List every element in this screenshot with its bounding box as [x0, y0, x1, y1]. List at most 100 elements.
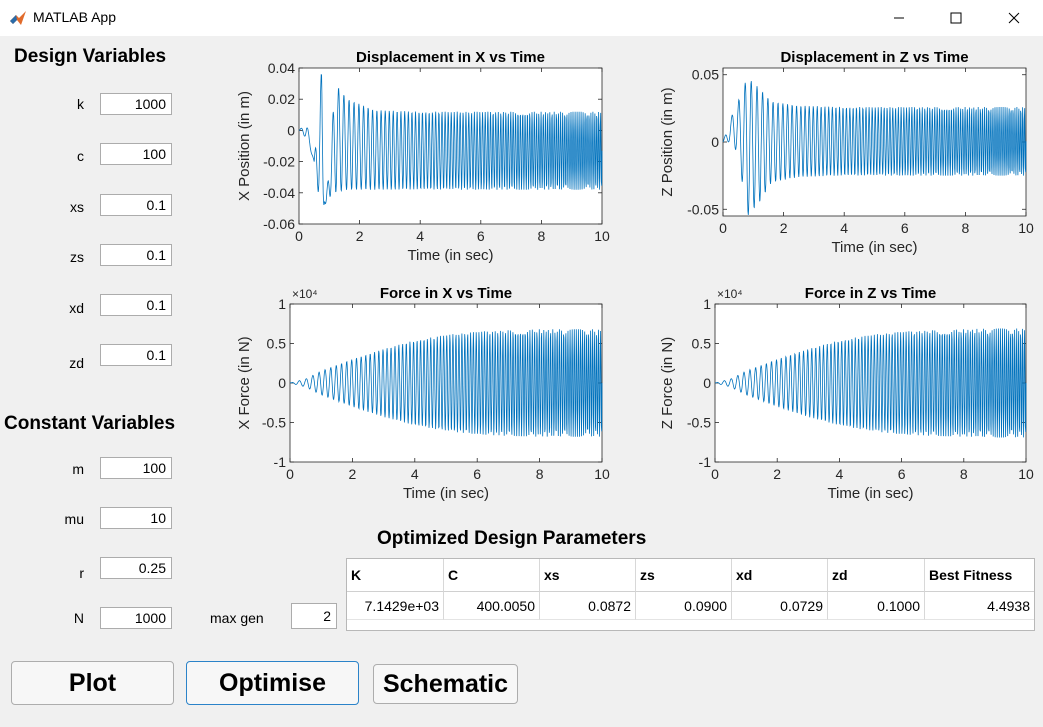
displacement-x-plot[interactable]: Displacement in X vs Time 0 2 4 6 8 10 -0.06 -0.…: [232, 42, 612, 272]
y-tick-label: -1: [699, 454, 712, 470]
series-line: [722, 81, 1027, 215]
mu-label: mu: [64, 511, 84, 527]
maximize-icon: [950, 12, 962, 24]
close-button[interactable]: [991, 0, 1037, 36]
y-tick-label: 1: [703, 296, 711, 312]
table-cell[interactable]: 0.0729: [732, 592, 828, 620]
window-title: MATLAB App: [33, 9, 117, 25]
zs-label: zs: [70, 249, 84, 265]
close-icon: [1008, 12, 1020, 24]
maximize-button[interactable]: [933, 0, 979, 36]
x-tick-label: 0: [295, 228, 303, 244]
column-header[interactable]: zs: [636, 559, 732, 592]
y-tick-label: -0.06: [263, 216, 295, 232]
y-tick-label: 0: [711, 134, 719, 150]
y-tick-label: 0.5: [267, 336, 287, 352]
minimize-button[interactable]: [876, 0, 922, 36]
y-axis-label: X Position (in m): [236, 91, 253, 201]
m-label: m: [72, 461, 84, 477]
force-x-plot[interactable]: Force in X vs Time 0 2 4 6 8 10 -1 -0.5 0 0.5 1 ×10⁴…: [232, 282, 612, 507]
chart-title: Displacement in Z vs Time: [780, 49, 968, 66]
x-tick-label: 10: [1018, 220, 1034, 236]
y-tick-label: -0.05: [687, 201, 719, 217]
xs-label: xs: [70, 199, 84, 215]
table-cell[interactable]: 400.0050: [444, 592, 540, 620]
column-header[interactable]: zd: [828, 559, 925, 592]
x-tick-label: 0: [711, 466, 719, 482]
x-tick-label: 8: [536, 466, 544, 482]
table-row[interactable]: 7.1429e+03 400.0050 0.0872 0.0900 0.0729…: [347, 592, 1034, 620]
n-label: N: [73, 610, 84, 626]
zd-label: zd: [69, 355, 84, 371]
x-tick-label: 4: [411, 466, 419, 482]
column-header[interactable]: xd: [732, 559, 828, 592]
table-cell[interactable]: 0.0872: [540, 592, 636, 620]
table-cell[interactable]: 4.4938: [925, 592, 1034, 620]
x-axis-label: Time (in sec): [403, 485, 489, 502]
y-axis-label: Z Position (in m): [659, 87, 676, 196]
chart-title: Force in Z vs Time: [805, 285, 936, 302]
r-field[interactable]: 0.25: [100, 557, 172, 579]
x-axis-label: Time (in sec): [407, 247, 493, 264]
y-tick-label: 0.02: [268, 91, 295, 107]
xd-label: xd: [69, 300, 84, 316]
xd-field[interactable]: 0.1: [100, 294, 172, 316]
matlab-logo-icon: [10, 11, 26, 25]
c-field[interactable]: 100: [100, 143, 172, 165]
max-gen-label: max gen: [210, 610, 264, 626]
table-header-row: K C xs zs xd zd Best Fitness: [347, 559, 1034, 592]
x-axis-label: Time (in sec): [827, 485, 913, 502]
y-tick-label: 0: [703, 375, 711, 391]
x-tick-label: 0: [719, 220, 727, 236]
table-cell[interactable]: 7.1429e+03: [347, 592, 444, 620]
xs-field[interactable]: 0.1: [100, 194, 172, 216]
y-tick-label: -0.5: [687, 415, 711, 431]
column-header[interactable]: C: [444, 559, 540, 592]
optimise-button[interactable]: Optimise: [186, 661, 359, 705]
optimized-parameters-table[interactable]: K C xs zs xd zd Best Fitness 7.1429e+03 …: [346, 558, 1035, 631]
series-line: [290, 329, 603, 437]
design-variables-title: Design Variables: [14, 46, 167, 67]
x-tick-label: 2: [773, 466, 781, 482]
plot-button[interactable]: Plot: [11, 661, 174, 705]
n-field[interactable]: 1000: [100, 607, 172, 629]
zd-field[interactable]: 0.1: [100, 344, 172, 366]
displacement-z-plot[interactable]: Displacement in Z vs Time 0 2 4 6 8 10 -0.05 0 0.…: [655, 42, 1040, 272]
column-header[interactable]: K: [347, 559, 444, 592]
y-tick-label: 1: [278, 296, 286, 312]
y-exponent-label: ×10⁴: [717, 287, 743, 301]
c-label: c: [77, 148, 84, 164]
y-exponent-label: ×10⁴: [292, 287, 318, 301]
y-tick-label: -0.02: [263, 154, 295, 170]
table-cell[interactable]: 0.1000: [828, 592, 925, 620]
x-tick-label: 2: [349, 466, 357, 482]
chart-title: Displacement in X vs Time: [356, 49, 545, 66]
x-tick-label: 2: [780, 220, 788, 236]
constant-variables-title: Constant Variables: [4, 413, 176, 434]
x-tick-label: 4: [836, 466, 844, 482]
r-label: r: [79, 565, 84, 581]
x-tick-label: 0: [286, 466, 294, 482]
force-z-plot[interactable]: Force in Z vs Time 0 2 4 6 8 10 -1 -0.5 0 0.5 1 ×10⁴…: [655, 282, 1040, 507]
y-tick-label: 0.5: [692, 336, 712, 352]
y-tick-label: 0.05: [692, 67, 719, 83]
y-axis-label: X Force (in N): [236, 336, 253, 429]
schematic-button[interactable]: Schematic: [373, 664, 518, 704]
k-field[interactable]: 1000: [100, 93, 172, 115]
k-label: k: [77, 96, 84, 112]
x-tick-label: 8: [962, 220, 970, 236]
y-tick-label: 0: [278, 375, 286, 391]
max-gen-field[interactable]: 2: [291, 603, 337, 629]
column-header[interactable]: Best Fitness: [925, 559, 1034, 592]
x-tick-label: 10: [594, 466, 610, 482]
x-tick-label: 10: [1018, 466, 1034, 482]
zs-field[interactable]: 0.1: [100, 244, 172, 266]
m-field[interactable]: 100: [100, 457, 172, 479]
minimize-icon: [894, 17, 904, 19]
y-tick-label: -1: [274, 454, 287, 470]
mu-field[interactable]: 10: [100, 507, 172, 529]
x-tick-label: 6: [901, 220, 909, 236]
table-cell[interactable]: 0.0900: [636, 592, 732, 620]
y-tick-label: 0: [287, 122, 295, 138]
column-header[interactable]: xs: [540, 559, 636, 592]
